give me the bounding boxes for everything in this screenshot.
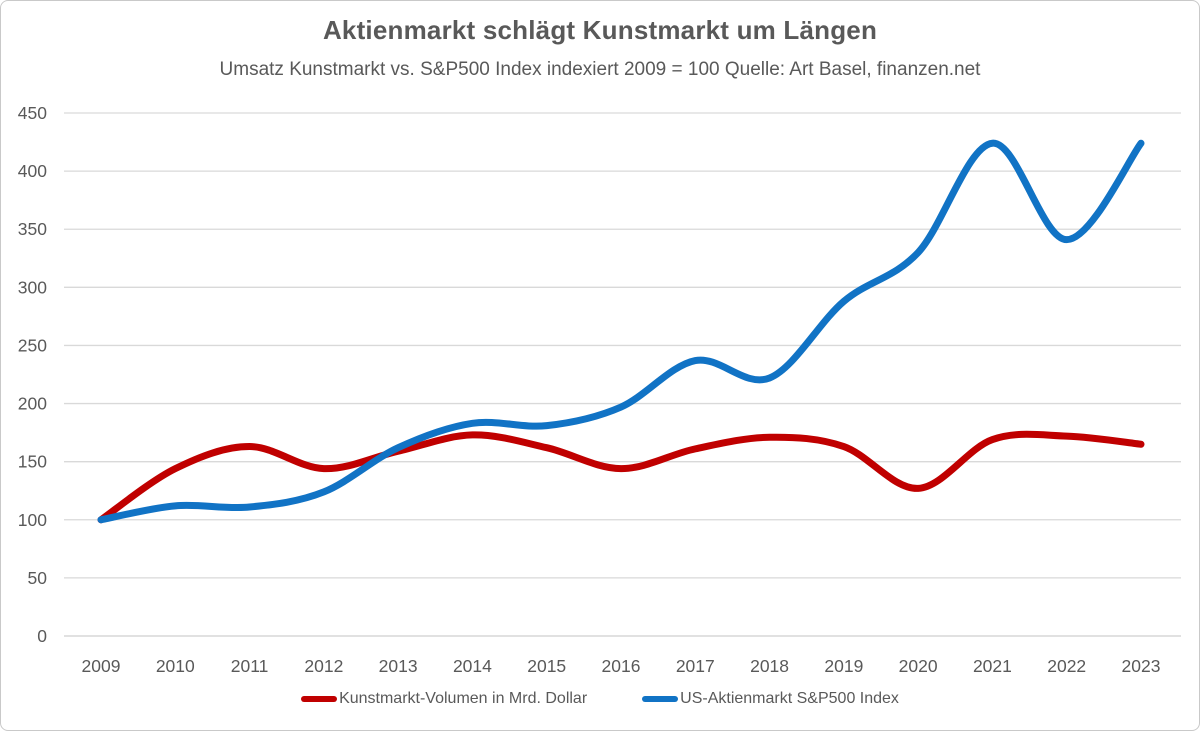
x-tick-label: 2019 [824, 656, 863, 676]
y-tick-label: 100 [18, 510, 47, 530]
legend-label-sp500: US-Aktienmarkt S&P500 Index [680, 690, 899, 707]
y-tick-label: 300 [18, 277, 47, 297]
legend-swatch-kunstmarkt-icon [301, 696, 338, 702]
x-tick-label: 2012 [304, 656, 343, 676]
legend-swatch-sp500-icon [642, 696, 679, 702]
y-axis-tick-labels: 0 50 100 150 200 250 300 350 400 450 [18, 103, 47, 646]
y-tick-label: 400 [18, 161, 47, 181]
y-tick-label: 250 [18, 335, 47, 355]
legend-label-kunstmarkt: Kunstmarkt-Volumen in Mrd. Dollar [339, 690, 588, 707]
legend: Kunstmarkt-Volumen in Mrd. Dollar US-Akt… [1, 690, 1199, 708]
x-tick-label: 2017 [676, 656, 715, 676]
x-tick-label: 2022 [1047, 656, 1086, 676]
x-tick-label: 2009 [82, 656, 121, 676]
legend-item-kunstmarkt: Kunstmarkt-Volumen in Mrd. Dollar [301, 690, 587, 708]
y-tick-label: 150 [18, 452, 47, 472]
x-tick-label: 2023 [1122, 656, 1161, 676]
x-tick-label: 2010 [156, 656, 195, 676]
y-tick-label: 350 [18, 219, 47, 239]
x-tick-label: 2016 [602, 656, 641, 676]
x-tick-label: 2014 [453, 656, 492, 676]
gridlines [64, 112, 1181, 637]
x-axis-tick-labels: 2009 2010 2011 2012 2013 2014 2015 2016 2017 2018… [82, 656, 1161, 676]
series-line-sp500 [97, 139, 1145, 524]
y-tick-label: 450 [18, 103, 47, 123]
series-line-kunstmarkt [97, 430, 1145, 524]
y-tick-label: 0 [37, 626, 47, 646]
y-tick-label: 50 [28, 568, 48, 588]
x-tick-label: 2013 [379, 656, 418, 676]
x-tick-label: 2011 [231, 656, 269, 676]
chart-subtitle: Umsatz Kunstmarkt vs. S&P500 Index index… [219, 59, 981, 80]
x-tick-label: 2021 [973, 656, 1012, 676]
legend-item-sp500: US-Aktienmarkt S&P500 Index [642, 690, 899, 708]
x-tick-label: 2020 [899, 656, 938, 676]
x-tick-label: 2015 [527, 656, 566, 676]
y-tick-label: 200 [18, 394, 47, 414]
x-tick-label: 2018 [750, 656, 789, 676]
chart-title: Aktienmarkt schlägt Kunstmarkt um Längen [322, 15, 878, 45]
